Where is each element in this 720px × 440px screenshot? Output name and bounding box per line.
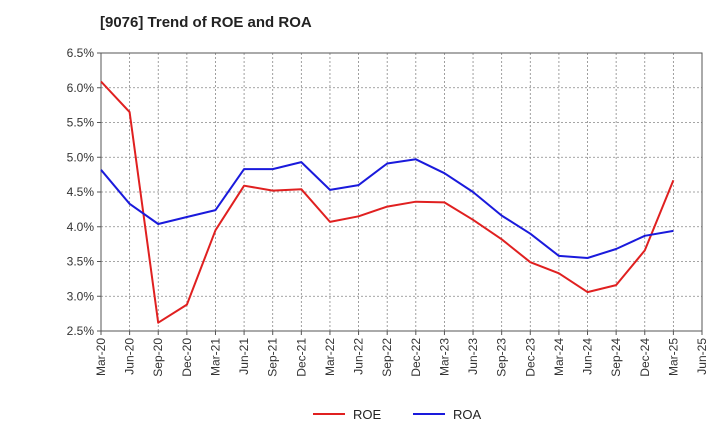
x-tick-label: Sep-20 xyxy=(151,338,165,377)
x-tick-label: Jun-22 xyxy=(352,338,366,375)
x-tick-label: Sep-23 xyxy=(495,338,509,377)
x-tick-label: Dec-24 xyxy=(638,338,652,377)
y-tick-label: 2.5% xyxy=(67,324,95,338)
y-tick-label: 3.5% xyxy=(67,255,95,269)
x-tick-label: Mar-20 xyxy=(94,338,108,376)
series-line-roe xyxy=(100,80,675,324)
x-tick-label: Mar-21 xyxy=(208,338,222,376)
x-tick-label: Jun-20 xyxy=(123,338,137,375)
y-tick-label: 5.5% xyxy=(67,116,95,130)
legend: ROE ROA xyxy=(313,407,482,422)
x-tick-label: Sep-24 xyxy=(609,338,623,377)
x-axis-ticks: Mar-20 Jun-20 Sep-20 Dec-20 Mar-21 Jun-21 Sep-… xyxy=(94,331,709,377)
x-tick-label: Jun-24 xyxy=(581,338,595,375)
legend-label-roe: ROE xyxy=(353,407,382,422)
x-tick-label: Dec-21 xyxy=(294,338,308,377)
y-tick-label: 4.5% xyxy=(67,185,95,199)
x-tick-label: Jun-23 xyxy=(466,338,480,375)
series-line-roa xyxy=(100,158,674,259)
x-tick-label: Mar-24 xyxy=(552,338,566,376)
y-tick-label: 5.0% xyxy=(67,150,95,164)
series-lines xyxy=(100,80,675,324)
legend-label-roa: ROA xyxy=(453,407,482,422)
y-tick-label: 6.0% xyxy=(67,81,95,95)
x-tick-label: Dec-22 xyxy=(409,338,423,377)
x-tick-label: Jun-21 xyxy=(237,338,251,375)
x-tick-label: Dec-20 xyxy=(180,338,194,377)
x-tick-label: Sep-21 xyxy=(266,338,280,377)
x-tick-label: Mar-22 xyxy=(323,338,337,376)
y-tick-label: 3.0% xyxy=(67,289,95,303)
y-tick-label: 6.5% xyxy=(67,46,95,60)
grid-lines xyxy=(101,53,702,331)
x-tick-label: Mar-23 xyxy=(437,338,451,376)
y-axis-ticks: 2.5% 3.0% 3.5% 4.0% 4.5% 5.0% 5.5% 6.0% 6.5% xyxy=(67,46,101,338)
chart-title: [9076] Trend of ROE and ROA xyxy=(100,14,312,31)
x-tick-label: Jun-25 xyxy=(695,338,709,375)
y-tick-label: 4.0% xyxy=(67,220,95,234)
x-tick-label: Sep-22 xyxy=(380,338,394,377)
x-tick-label: Mar-25 xyxy=(666,338,680,376)
x-tick-label: Dec-23 xyxy=(523,338,537,377)
